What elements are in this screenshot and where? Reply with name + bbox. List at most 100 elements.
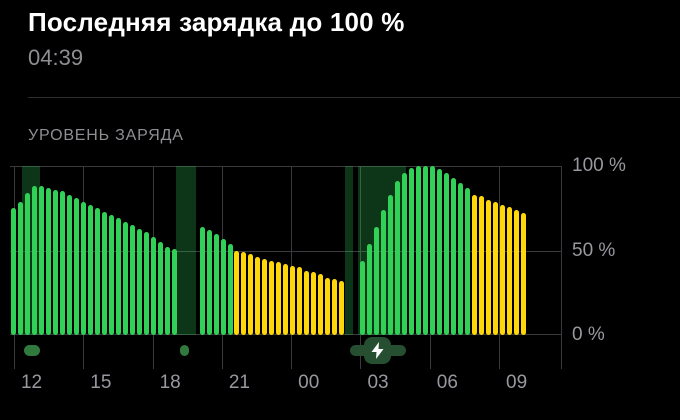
y-axis-label: 0 %: [572, 324, 605, 345]
bar-slot: [352, 166, 359, 335]
bar-slot: [261, 166, 268, 335]
battery-bar-lowpower: [290, 265, 296, 335]
charging-markers-layer: [10, 335, 562, 377]
battery-bar-normal: [129, 225, 135, 335]
battery-bar-lowpower: [499, 204, 505, 335]
bar-slot: [541, 166, 548, 335]
battery-bar-normal: [17, 201, 23, 335]
battery-bar-lowpower: [485, 199, 491, 335]
bar-slot: [213, 166, 220, 335]
battery-bar-normal: [220, 238, 226, 335]
x-axis-label: 12: [20, 372, 43, 393]
battery-bar-normal: [360, 260, 366, 335]
battery-bar-lowpower: [506, 206, 512, 335]
bar-slot: [555, 166, 562, 335]
battery-bar-normal: [388, 194, 394, 335]
x-axis-label: 06: [436, 372, 458, 393]
battery-bar-normal: [87, 204, 93, 335]
bar-slot: [115, 166, 122, 335]
page-title: Последняя зарядка до 100 %: [28, 7, 405, 37]
bar-slot: [94, 166, 101, 335]
battery-bar-lowpower: [262, 258, 268, 335]
battery-bar-lowpower: [234, 250, 240, 335]
bar-slot: [101, 166, 108, 335]
bar-slot: [387, 166, 394, 335]
bar-slot: [394, 166, 401, 335]
battery-bar-normal: [227, 243, 233, 335]
bar-slot: [520, 166, 527, 335]
bar-slot: [157, 166, 164, 335]
battery-bar-lowpower: [248, 253, 254, 335]
charging-bolt-chip: [364, 337, 392, 364]
x-axis-label: 09: [506, 372, 528, 393]
battery-bar-normal: [150, 236, 156, 335]
battery-bar-normal: [430, 166, 436, 335]
bar-slot: [143, 166, 150, 335]
bar-slot: [52, 166, 59, 335]
battery-bar-lowpower: [255, 257, 261, 335]
bar-slot: [338, 166, 345, 335]
bar-slot: [534, 166, 541, 335]
bar-slot: [485, 166, 492, 335]
battery-bar-lowpower: [241, 252, 247, 335]
bar-slot: [171, 166, 178, 335]
battery-bar-lowpower: [478, 196, 484, 335]
bar-slot: [136, 166, 143, 335]
bar-slot: [199, 166, 206, 335]
battery-bar-normal: [395, 181, 401, 335]
battery-bar-normal: [213, 233, 219, 335]
battery-bar-normal: [24, 193, 30, 335]
bar-slot: [499, 166, 506, 335]
bar-slot: [415, 166, 422, 335]
bar-slot: [324, 166, 331, 335]
bar-slot: [506, 166, 513, 335]
battery-bar-normal: [164, 247, 170, 335]
battery-bar-lowpower: [311, 272, 317, 335]
battery-bar-lowpower: [325, 277, 331, 335]
bar-slot: [296, 166, 303, 335]
bar-slot: [73, 166, 80, 335]
bar-slot: [345, 166, 352, 335]
bar-slot: [80, 166, 87, 335]
battery-bar-normal: [451, 177, 456, 335]
bar-slot: [478, 166, 485, 335]
battery-bar-lowpower: [283, 264, 289, 335]
battery-bar-normal: [59, 191, 65, 335]
bar-slot: [471, 166, 478, 335]
x-axis-label: 03: [367, 372, 389, 393]
bar-slot: [492, 166, 499, 335]
battery-bar-lowpower: [332, 279, 338, 335]
battery-bar-normal: [108, 215, 114, 335]
bar-slot: [268, 166, 275, 335]
last-charge-time: 04:39: [28, 45, 84, 70]
bar-slot: [108, 166, 115, 335]
x-axis-label: 15: [90, 372, 112, 393]
bar-slot: [310, 166, 317, 335]
bar-slot: [240, 166, 247, 335]
chart-plot[interactable]: [10, 166, 562, 335]
battery-bar-normal: [157, 242, 163, 335]
battery-bar-normal: [423, 166, 429, 335]
battery-bar-normal: [444, 172, 450, 335]
battery-bar-normal: [115, 218, 121, 335]
h-gridline: [10, 250, 562, 252]
bar-slot: [164, 166, 171, 335]
x-axis-label: 21: [228, 372, 250, 393]
bar-slot: [31, 166, 38, 335]
bar-slot: [359, 166, 366, 335]
battery-bar-normal: [437, 169, 443, 335]
bar-slot: [247, 166, 254, 335]
bar-slot: [282, 166, 289, 335]
bar-slot: [548, 166, 555, 335]
bar-slot: [254, 166, 261, 335]
bar-slot: [443, 166, 450, 335]
bar-slot: [289, 166, 296, 335]
bar-slot: [331, 166, 338, 335]
x-axis-label: 00: [298, 372, 320, 393]
battery-bar-normal: [73, 198, 79, 335]
bar-slot: [150, 166, 157, 335]
bar-slot: [275, 166, 282, 335]
battery-bar-lowpower: [513, 209, 519, 335]
battery-bar-normal: [94, 208, 100, 335]
